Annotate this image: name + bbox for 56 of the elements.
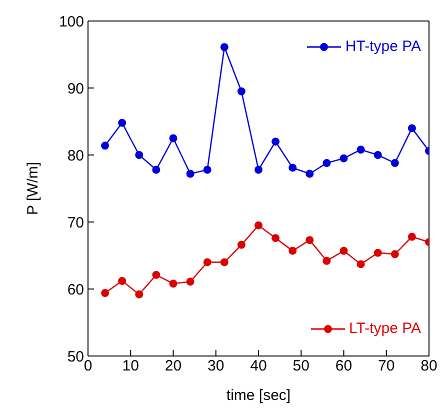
point — [203, 258, 212, 266]
point — [340, 154, 348, 162]
legend-label: LT-type PA — [349, 320, 421, 337]
x-tick-label: 70 — [378, 358, 395, 375]
point — [220, 43, 228, 52]
point — [118, 276, 126, 285]
x-tick-label: 30 — [208, 358, 224, 375]
y-tick-label: 80 — [67, 147, 84, 164]
y-tick-label: 100 — [58, 13, 84, 30]
point — [203, 166, 212, 174]
x-tick-label: 0 — [84, 358, 92, 375]
y-tick-label: 90 — [67, 80, 84, 98]
y-tick-label: 70 — [67, 214, 84, 232]
point — [390, 159, 399, 168]
point — [237, 240, 246, 249]
point — [186, 170, 194, 178]
point — [306, 236, 314, 244]
point — [356, 146, 365, 154]
point — [408, 124, 416, 132]
point — [306, 170, 314, 178]
x-tick-label: 80 — [420, 358, 438, 375]
y-tick-label: 60 — [67, 281, 84, 298]
point — [254, 221, 262, 230]
x-tick-label: 10 — [122, 358, 139, 375]
point — [135, 151, 144, 159]
point — [272, 234, 280, 242]
x-tick-label: 60 — [335, 358, 352, 375]
point — [101, 289, 110, 298]
x-tick-label: 50 — [292, 358, 310, 375]
legend-label: HT-type PA — [345, 38, 421, 55]
point — [135, 290, 144, 298]
x-tick-label: 40 — [250, 358, 267, 375]
point — [237, 87, 246, 96]
point — [254, 166, 262, 174]
point — [288, 246, 297, 255]
point — [152, 270, 160, 279]
point — [374, 151, 382, 159]
point — [272, 138, 280, 146]
point — [390, 250, 399, 258]
point — [340, 246, 348, 255]
point — [322, 159, 331, 168]
point — [288, 164, 297, 172]
point — [322, 256, 331, 265]
point — [169, 134, 178, 142]
point — [169, 280, 178, 288]
x-tick-label: 20 — [164, 358, 182, 375]
point — [101, 142, 110, 150]
x-axis-title: time [sec] — [226, 387, 291, 404]
point — [152, 166, 160, 174]
point — [118, 118, 126, 127]
point — [186, 278, 194, 286]
point — [408, 232, 416, 241]
point — [220, 258, 228, 266]
point — [374, 248, 382, 257]
y-axis-title: P [W/m] — [24, 162, 42, 216]
point — [356, 260, 365, 268]
